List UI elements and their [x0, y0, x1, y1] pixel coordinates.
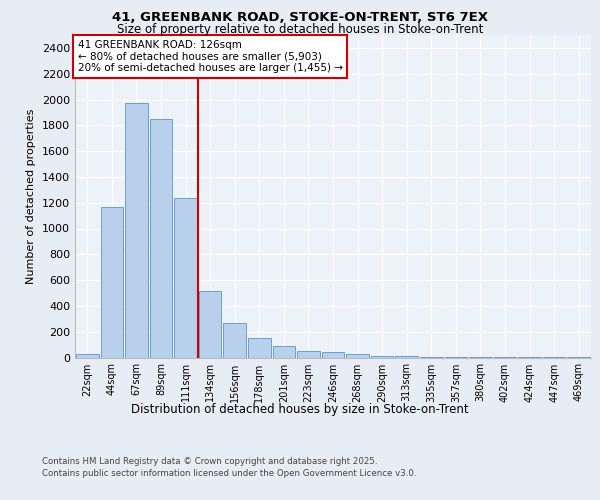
Text: Contains HM Land Registry data © Crown copyright and database right 2025.: Contains HM Land Registry data © Crown c… [42, 458, 377, 466]
Bar [149, 119, 172, 358]
Y-axis label: Number of detached properties: Number of detached properties [26, 108, 37, 284]
Text: Distribution of detached houses by size in Stoke-on-Trent: Distribution of detached houses by size … [131, 402, 469, 415]
Bar [445, 357, 467, 358]
Bar [101, 206, 123, 358]
Bar [297, 352, 320, 358]
Text: Size of property relative to detached houses in Stoke-on-Trent: Size of property relative to detached ho… [117, 22, 483, 36]
Bar [174, 198, 197, 358]
Bar [420, 357, 443, 358]
Text: 41, GREENBANK ROAD, STOKE-ON-TRENT, ST6 7EX: 41, GREENBANK ROAD, STOKE-ON-TRENT, ST6 … [112, 11, 488, 24]
Text: 41 GREENBANK ROAD: 126sqm
← 80% of detached houses are smaller (5,903)
20% of se: 41 GREENBANK ROAD: 126sqm ← 80% of detac… [77, 40, 343, 73]
Bar [76, 354, 98, 358]
Bar [346, 354, 369, 358]
Bar [371, 356, 394, 358]
Bar [395, 356, 418, 358]
Bar [272, 346, 295, 358]
Bar [248, 338, 271, 357]
Bar [125, 104, 148, 358]
Bar [199, 291, 221, 358]
Bar [322, 352, 344, 358]
Text: Contains public sector information licensed under the Open Government Licence v3: Contains public sector information licen… [42, 469, 416, 478]
Bar [223, 322, 246, 358]
